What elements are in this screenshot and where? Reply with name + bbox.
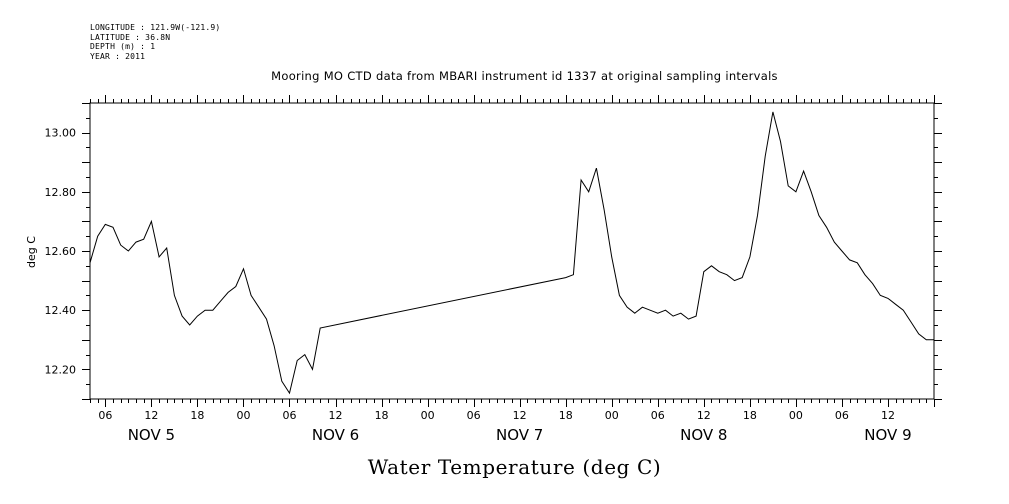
- x-tick-label: 18: [375, 409, 389, 422]
- x-tick-label: 06: [835, 409, 849, 422]
- x-tick-label: 12: [881, 409, 895, 422]
- series-line: [89, 111, 934, 395]
- x-tick-label: 06: [98, 409, 112, 422]
- x-day-label: NOV 9: [864, 426, 911, 444]
- x-tick-labels: 06 12 18 00 06 12 18 00 06 12 18 00 06 12 18 00 06 12 NOV …: [98, 409, 911, 444]
- x-tick-label: 12: [697, 409, 711, 422]
- x-tick-label: 12: [513, 409, 527, 422]
- plot-frame: [89, 102, 935, 400]
- x-tick-label: 00: [421, 409, 435, 422]
- y-tick-label: 12.60: [45, 245, 77, 258]
- x-tick-label: 18: [559, 409, 573, 422]
- x-tick-label: 06: [467, 409, 481, 422]
- x-tick-label: 18: [190, 409, 204, 422]
- year-text: YEAR : 2011: [90, 51, 146, 61]
- x-tick-label: 12: [329, 409, 343, 422]
- x-day-label: NOV 6: [312, 426, 359, 444]
- x-tick-label: 12: [144, 409, 158, 422]
- y-tick-label: 13.00: [45, 127, 77, 140]
- y-tick-label: 12.40: [45, 304, 77, 317]
- x-axis-title: Water Temperature (deg C): [367, 455, 662, 479]
- x-tick-label: 18: [743, 409, 757, 422]
- y-tick-labels: 12.20 12.40 12.60 12.80 13.00: [45, 127, 77, 377]
- x-tick-label: 00: [605, 409, 619, 422]
- depth-text: DEPTH (m) : 1: [90, 42, 156, 51]
- latitude-text: LATITUDE : 36.8N: [90, 32, 171, 42]
- x-day-label: NOV 8: [680, 426, 727, 444]
- axis-ticks: [82, 95, 942, 407]
- x-tick-label: 06: [282, 409, 296, 422]
- y-tick-label: 12.20: [45, 363, 77, 376]
- metadata-block: LONGITUDE : 121.9W(-121.9) LATITUDE : 36…: [90, 23, 220, 61]
- longitude-text: LONGITUDE : 121.9W(-121.9): [90, 23, 221, 32]
- x-tick-label: 06: [651, 409, 665, 422]
- x-day-label: NOV 7: [496, 426, 543, 444]
- x-tick-label: 00: [236, 409, 250, 422]
- y-axis-label: deg C: [25, 236, 38, 268]
- chart-title: Mooring MO CTD data from MBARI instrumen…: [271, 69, 778, 83]
- x-day-label: NOV 5: [128, 426, 175, 444]
- y-tick-label: 12.80: [45, 186, 77, 199]
- x-tick-label: 00: [789, 409, 803, 422]
